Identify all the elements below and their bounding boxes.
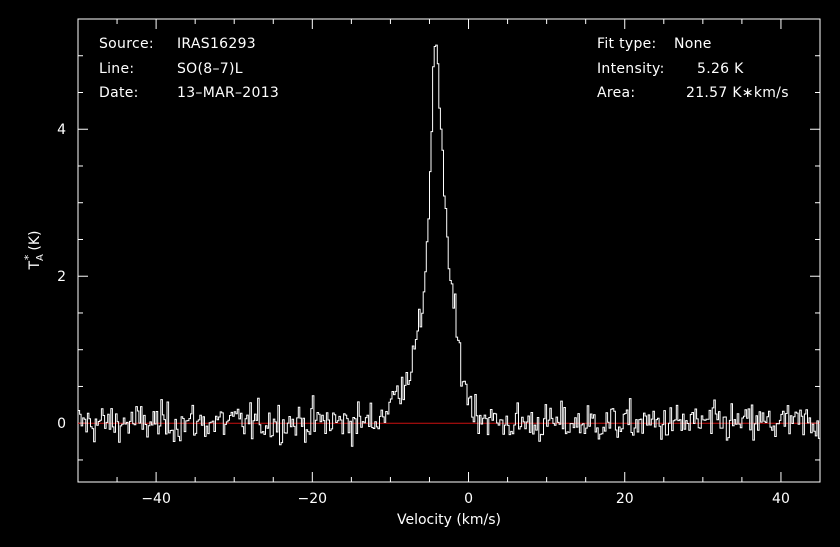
y-axis-label-unit: (K) (27, 230, 43, 250)
svg-text:TA*(K): TA* (K) (22, 230, 46, 270)
chart-frame (77, 18, 821, 483)
date-label: Date: (99, 85, 139, 101)
fit-label: Fit type: (597, 36, 657, 52)
x-tick-label: 20 (616, 491, 634, 507)
y-axis-label-sup: * (22, 254, 35, 260)
intensity-label: Intensity: (597, 61, 665, 77)
y-axis-label: TA* (K) (22, 230, 46, 270)
y-tick-label: 0 (57, 416, 66, 432)
x-tick-label: 0 (464, 491, 473, 507)
y-tick-label: 4 (57, 122, 66, 138)
spectrum-line (78, 44, 820, 447)
area-label: Area: (597, 85, 636, 101)
source-label: Source: (99, 36, 154, 52)
x-tick-label: −40 (141, 491, 171, 507)
x-tick-label: 40 (772, 491, 790, 507)
x-axis-label: Velocity (km/s) (397, 512, 501, 528)
date-value: 13–MAR–2013 (177, 85, 280, 101)
intensity-value: 5.26 K (697, 61, 744, 77)
y-axis-label-sub: A (35, 254, 46, 261)
y-axis-label-symbol: T (27, 261, 43, 271)
fit-value: None (674, 36, 712, 52)
area-value: 21.57 K∗km/s (686, 85, 789, 101)
line-label: Line: (99, 61, 135, 77)
source-value: IRAS16293 (177, 36, 256, 52)
y-tick-label: 2 (57, 269, 66, 285)
x-tick-label: −20 (298, 491, 328, 507)
line-value: SO(8–7)L (177, 61, 243, 77)
